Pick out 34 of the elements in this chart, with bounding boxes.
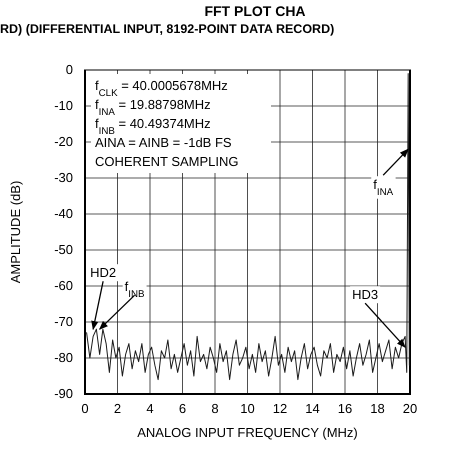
y-tick-label: -50 [54, 242, 73, 258]
y-axis-title: AMPLITUDE (dB) [8, 180, 23, 284]
x-tick-label: 10 [240, 401, 255, 416]
y-tick-label: 0 [66, 62, 73, 78]
annotation: COHERENT SAMPLING [95, 154, 239, 169]
x-tick-label: 8 [211, 401, 219, 416]
annotation: f$_{INA}$ [373, 177, 394, 198]
annotation: f$_{INB}$ = 40.49374MHz [95, 116, 211, 136]
annotation: f$_{INA}$ = 19.88798MHz [95, 97, 211, 118]
y-tick-label: -40 [54, 206, 73, 222]
x-tick-label: 2 [114, 401, 122, 416]
annotation: f$_{INB}$ [124, 279, 145, 300]
y-tick-label: -30 [54, 170, 73, 186]
y-tick-label: -80 [54, 350, 73, 366]
chart-title: FFT PLOT CHA [204, 3, 306, 19]
y-tick-label: -10 [54, 98, 73, 114]
y-tick-label: -70 [54, 314, 73, 330]
y-tick-label: -60 [54, 278, 73, 294]
x-tick-label: 12 [272, 401, 288, 416]
x-axis-title: ANALOG INPUT FREQUENCY (MHz) [137, 425, 358, 440]
annotation: AINA = AINB = -1dB FS [95, 135, 232, 150]
x-tick-label: 16 [338, 401, 352, 416]
annotation: HD2 [90, 265, 116, 280]
x-tick-label: 14 [305, 401, 320, 416]
annotation: f$_{CLK}$ = 40.0005678MHz [95, 78, 228, 98]
x-tick-label: 4 [146, 401, 154, 416]
annotation: HD3 [352, 287, 378, 302]
x-tick-label: 6 [178, 401, 186, 416]
chart-subtitle: RD) (DIFFERENTIAL INPUT, 8192-POINT DATA RECORD) [0, 22, 334, 36]
y-tick-label: -90 [54, 386, 73, 402]
y-tick-label: -20 [54, 134, 73, 150]
x-tick-label: 0 [81, 401, 89, 416]
x-tick-label: 20 [402, 401, 418, 416]
x-tick-label: 18 [370, 401, 385, 416]
